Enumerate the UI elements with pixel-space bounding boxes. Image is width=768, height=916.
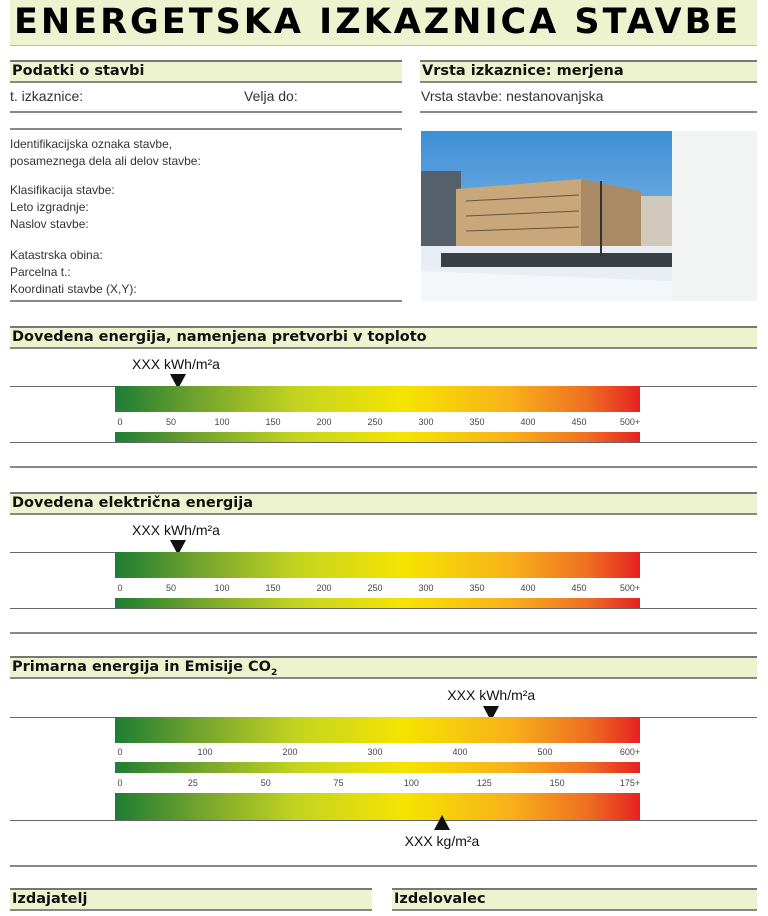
scale-tick-label: 400 [520, 583, 536, 593]
scale-tick-label: 0 [117, 778, 123, 788]
scale-tick-label: 300 [418, 583, 434, 593]
scale-tick-label: 400 [520, 417, 536, 427]
building-type-label: Vrsta stavbe: nestanovanjska [421, 88, 604, 104]
card-number-label: t. izkaznice: [10, 88, 84, 104]
scale-tick-label: 50 [165, 417, 177, 427]
divider [420, 111, 757, 113]
scale-tick-label: 300 [418, 417, 434, 427]
divider [10, 865, 757, 867]
card-type-header: Vrsta izkaznice: merjena [420, 60, 757, 83]
scale-tick-label: 450 [571, 583, 587, 593]
divider [10, 466, 757, 468]
primary-header: Primarna energija in Emisije CO2 [10, 656, 757, 679]
marker-up-arrow-icon [434, 815, 450, 830]
scale-tick-label: 400 [452, 747, 468, 757]
scale-tick-label: 100 [197, 747, 213, 757]
scale-tick-label: 100 [403, 778, 419, 788]
divider [10, 820, 757, 821]
scale-tick-label: 500+ [619, 417, 641, 427]
heat-header: Dovedena energija, namenjena pretvorbi v… [10, 326, 757, 349]
co2-scale-bar [115, 793, 640, 820]
photo-placeholder [672, 131, 757, 301]
heat-marker-label: XXX kWh/m²a [132, 356, 220, 372]
scale-tick-label: 200 [316, 583, 332, 593]
scale-tick-label: 100 [214, 417, 230, 427]
divider [10, 608, 757, 609]
scale-tick-label: 450 [571, 417, 587, 427]
marker-down-arrow-icon [170, 374, 186, 389]
maker-header: Izdelovalec [392, 888, 757, 911]
scale-bar-thin [115, 762, 640, 773]
divider [10, 632, 757, 634]
energy-scale-bar [115, 386, 640, 412]
divider [10, 128, 402, 130]
identification-label: Identifikacijska oznaka stavbe, posamezne… [10, 137, 201, 168]
scale-tick-label: 0 [117, 583, 123, 593]
primary-marker-label: XXX kWh/m²a [447, 687, 536, 703]
scale-tick-label: 175+ [619, 778, 641, 788]
scale-tick-label: 500 [537, 747, 553, 757]
building-info-labels: Klasifikacija stavbe: Leto izgradnje: Nasl… [10, 183, 115, 231]
energy-scale-bar-secondary [115, 598, 640, 608]
divider [10, 111, 402, 113]
primary-energy-scale-bar [115, 717, 640, 743]
scale-tick-label: 100 [214, 583, 230, 593]
valid-to-label: Velja do: [244, 88, 298, 104]
scale-tick-label: 250 [367, 417, 383, 427]
scale-tick-label: 150 [265, 417, 281, 427]
marker-down-arrow-icon [170, 540, 186, 555]
energy-scale-bar [115, 552, 640, 578]
scale-tick-label: 500+ [619, 583, 641, 593]
location-labels: Katastrska obina: Parcelna t.: Koordinati … [10, 248, 137, 296]
building-data-header: Podatki o stavbi [10, 60, 402, 83]
scale-tick-label: 300 [367, 747, 383, 757]
scale-tick-label: 600+ [619, 747, 641, 757]
energy-scale-bar-secondary [115, 432, 640, 442]
scale-tick-label: 150 [549, 778, 565, 788]
scale-tick-label: 50 [165, 583, 177, 593]
divider [10, 300, 402, 302]
scale-tick-label: 250 [367, 583, 383, 593]
scale-tick-label: 150 [265, 583, 281, 593]
building-photo [421, 131, 672, 301]
scale-tick-label: 0 [117, 747, 123, 757]
electric-marker-label: XXX kWh/m²a [132, 522, 220, 538]
scale-tick-label: 350 [469, 583, 485, 593]
issuer-header: Izdajatelj [10, 888, 372, 911]
scale-tick-label: 350 [469, 417, 485, 427]
scale-tick-label: 125 [476, 778, 492, 788]
scale-tick-label: 50 [260, 778, 271, 788]
scale-tick-label: 200 [316, 417, 332, 427]
electric-header: Dovedena električna energija [10, 492, 757, 515]
co2-marker-label: XXX kg/m²a [404, 833, 480, 849]
scale-tick-label: 75 [333, 778, 344, 788]
scale-tick-label: 0 [117, 417, 123, 427]
scale-tick-label: 200 [282, 747, 298, 757]
divider [10, 442, 757, 443]
scale-tick-label: 25 [187, 778, 198, 788]
page-title: ENERGETSKA IZKAZNICA STAVBE [10, 0, 757, 46]
